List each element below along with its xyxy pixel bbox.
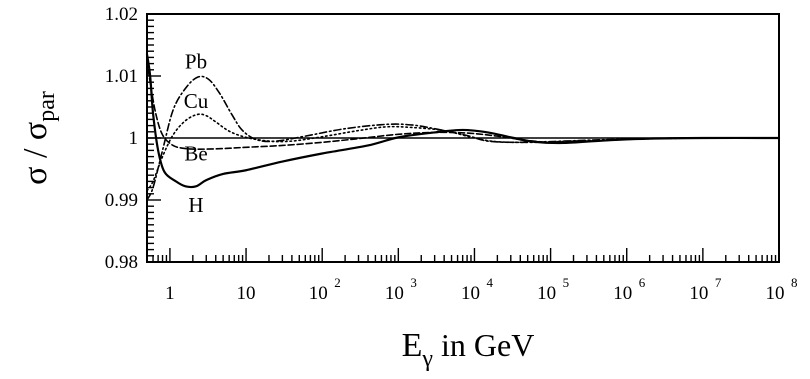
y-axis-title-main: σ / σ [17,122,54,185]
x-axis-title-sub: γ [421,346,433,372]
x-tick-label: 10 [766,283,785,304]
x-tick-exponent: 4 [486,275,493,290]
x-tick-label: 10 [309,283,328,304]
x-tick-exponent: 3 [410,275,417,290]
series-curves [145,53,781,201]
series-labels: H Be Cu Pb [184,50,209,217]
x-tick-label: 10 [689,283,708,304]
series-label-pb: Pb [185,50,207,74]
x-tick-label: 1 [165,283,175,304]
y-axis-title-sub: par [34,91,60,122]
series-line-h [145,53,781,189]
x-tick-exponent: 6 [639,275,646,290]
x-tick-label: 10 [385,283,404,304]
x-tick-exponent: 8 [791,275,798,290]
series-line-cu [146,113,780,192]
x-tick-label: 10 [613,283,632,304]
x-tick-label: 10 [237,283,256,304]
x-tick-exponent: 5 [563,275,570,290]
axis-ticks [146,13,780,263]
y-tick-label: 0.98 [105,252,138,273]
x-tick-label: 10 [537,283,556,304]
x-axis-title-rest: in GeV [433,327,534,363]
x-tick-exponent: 2 [334,275,341,290]
y-tick-label: 0.99 [105,190,138,211]
series-line-pb [146,75,780,201]
y-axis-title: σ / σpar [17,91,60,185]
x-axis-title-main: E [402,327,423,364]
y-tick-labels: 0.98 0.99 1 1.01 1.02 [105,4,138,273]
series-label-cu: Cu [184,89,209,113]
x-tick-exponent: 7 [715,275,722,290]
x-tick-label: 10 [461,283,480,304]
x-tick-labels: 1 10 10 2 10 3 10 4 10 5 10 6 10 7 10 8 [165,275,797,304]
series-label-h: H [188,193,203,217]
y-tick-label: 1.02 [105,4,138,25]
y-tick-label: 1.01 [105,66,138,87]
x-axis-title: Eγ in GeV [402,327,535,372]
series-label-be: Be [184,141,207,165]
y-tick-label: 1 [129,128,139,149]
